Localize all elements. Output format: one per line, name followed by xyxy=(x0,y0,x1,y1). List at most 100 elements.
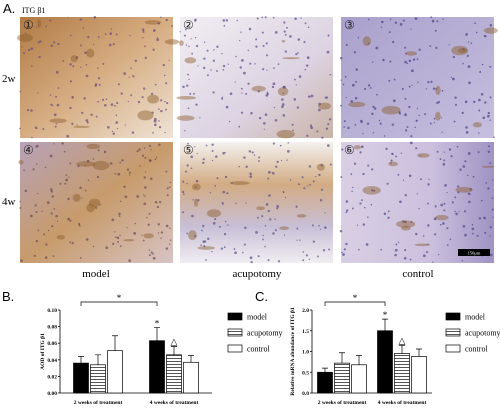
cell xyxy=(263,128,265,130)
cell xyxy=(249,62,252,65)
cell xyxy=(44,256,48,259)
cell xyxy=(468,81,471,85)
cell xyxy=(326,50,330,54)
cell xyxy=(295,53,298,56)
cell xyxy=(165,247,169,250)
cell xyxy=(90,113,93,116)
stain-patch xyxy=(414,243,431,247)
cell xyxy=(37,229,40,232)
cell xyxy=(76,124,78,126)
cell xyxy=(272,82,276,86)
cell xyxy=(271,85,275,89)
cell xyxy=(328,118,332,121)
cell xyxy=(471,227,475,231)
cell xyxy=(69,34,72,37)
cell xyxy=(116,127,119,130)
cell xyxy=(302,259,305,262)
cell xyxy=(123,72,126,75)
cell xyxy=(245,165,248,168)
cell xyxy=(457,191,460,194)
cell xyxy=(55,214,58,218)
cell xyxy=(43,233,46,236)
cell xyxy=(124,124,126,126)
cell xyxy=(63,150,66,153)
cell xyxy=(430,123,432,125)
cell xyxy=(354,123,357,126)
cell xyxy=(236,19,238,22)
cell xyxy=(404,97,407,100)
cell xyxy=(465,33,468,36)
cell xyxy=(190,155,194,159)
cell xyxy=(477,151,480,154)
cell xyxy=(258,160,260,162)
cell xyxy=(31,136,33,139)
cell xyxy=(264,113,268,116)
cell xyxy=(210,69,212,71)
stain-patch xyxy=(281,40,286,43)
cell xyxy=(34,126,38,130)
cell xyxy=(310,94,314,98)
legend-swatch xyxy=(445,344,461,353)
cell xyxy=(352,83,355,87)
cell xyxy=(226,192,229,195)
cell xyxy=(391,123,394,126)
cell xyxy=(367,216,369,218)
cell xyxy=(355,68,358,71)
cell xyxy=(19,127,21,130)
cell xyxy=(79,18,82,21)
significance-mark: △ xyxy=(171,337,178,347)
cell xyxy=(385,147,388,151)
cell xyxy=(149,177,153,181)
cell xyxy=(115,121,119,124)
bar xyxy=(377,330,393,394)
cell xyxy=(54,125,57,128)
cell xyxy=(379,122,382,125)
cell xyxy=(281,98,284,101)
stain-patch xyxy=(206,209,222,218)
cell xyxy=(98,83,101,86)
cell xyxy=(402,19,406,22)
cell xyxy=(446,192,448,194)
cell xyxy=(308,165,312,168)
cell xyxy=(455,103,458,106)
cell xyxy=(422,254,426,258)
cell xyxy=(483,216,486,220)
cell xyxy=(49,154,53,158)
cell xyxy=(347,146,349,148)
cell xyxy=(341,148,344,151)
cell xyxy=(317,255,319,258)
cell xyxy=(49,94,52,96)
cell xyxy=(201,229,203,232)
cell xyxy=(190,38,192,40)
y-tick-label: 0.06 xyxy=(47,341,57,347)
cell xyxy=(412,58,416,61)
cell xyxy=(114,105,116,107)
cell xyxy=(114,231,116,233)
cell xyxy=(182,180,185,183)
cell xyxy=(69,241,71,243)
cell xyxy=(214,218,217,221)
cell xyxy=(32,168,35,171)
stain-patch xyxy=(92,160,110,171)
cell xyxy=(126,227,128,229)
cell xyxy=(99,203,101,206)
cell xyxy=(354,96,358,100)
cell xyxy=(244,226,247,230)
cell xyxy=(283,21,286,24)
row-label: 2w xyxy=(2,73,16,85)
cell xyxy=(456,145,459,148)
cell xyxy=(306,185,308,187)
cell xyxy=(33,254,36,257)
cell xyxy=(148,212,151,215)
cell xyxy=(269,218,272,221)
cell xyxy=(257,255,260,258)
cell xyxy=(194,36,197,39)
cell xyxy=(478,109,481,112)
cell xyxy=(211,143,214,146)
cell xyxy=(68,176,70,178)
stain-patch xyxy=(49,118,67,124)
cell xyxy=(153,117,157,121)
cell xyxy=(146,216,148,219)
cell xyxy=(134,222,137,225)
cell xyxy=(165,82,168,85)
